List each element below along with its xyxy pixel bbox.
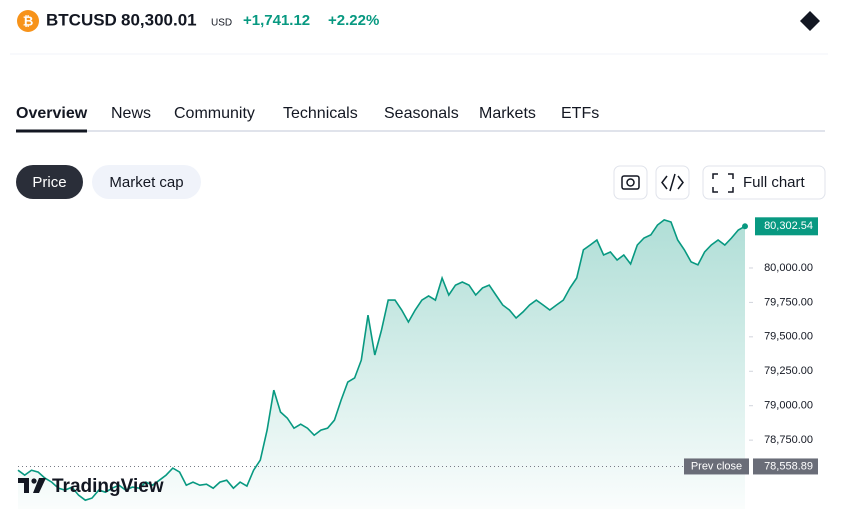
coin-icon [17, 10, 39, 32]
tab[interactable]: Community [174, 105, 255, 122]
logo-text: TradingView [52, 476, 164, 497]
tab[interactable]: Seasonals [384, 105, 459, 122]
prev-close-name: Prev close [691, 460, 742, 472]
prev-close-tag [684, 458, 749, 475]
y-tick-label: 78,750.00 [764, 434, 813, 446]
tabs: Overview News Community Technicals Seasonals… [16, 105, 599, 122]
logo-mark [18, 478, 29, 493]
code-icon [661, 173, 684, 192]
y-tick-label: 79,000.00 [764, 400, 813, 412]
price: 80,300.01 [121, 10, 197, 29]
price-button-label[interactable]: Price [32, 174, 66, 191]
currency: USD [211, 18, 232, 29]
tab[interactable]: Overview [16, 105, 88, 122]
y-tick-label: 79,250.00 [764, 365, 813, 377]
y-tick-label: 79,750.00 [764, 296, 813, 308]
market-cap-button[interactable] [92, 165, 201, 199]
tab[interactable]: Technicals [283, 105, 358, 122]
change: +1,741.12 [243, 12, 310, 29]
fullscreen-icon [712, 173, 734, 193]
tab[interactable]: Markets [479, 105, 536, 122]
camera-lens [626, 178, 635, 187]
prev-close-value-tag [753, 458, 818, 475]
logo-dot [31, 478, 37, 484]
symbol: BTCUSD [46, 10, 117, 29]
market-cap-button-label[interactable]: Market cap [109, 174, 183, 191]
last-price-label: 80,302.54 [764, 220, 813, 232]
tab[interactable]: News [111, 105, 151, 122]
logo-slash [33, 478, 46, 493]
y-tick-label: 79,500.00 [764, 331, 813, 343]
price-line [17, 219, 746, 502]
logo: TradingView [18, 476, 164, 497]
y-tick-label: 80,000.00 [764, 262, 813, 274]
prev-close-value: 78,558.89 [764, 460, 813, 472]
chart: 78,750.00 79,000.00 79,250.00 79,500.00 79,7… [17, 217, 818, 509]
price-button[interactable] [16, 165, 83, 199]
snapshot-button[interactable] [613, 165, 648, 200]
last-price-tag [755, 217, 818, 236]
area [18, 219, 745, 509]
full-chart-label[interactable]: Full chart [743, 174, 806, 191]
coin-glyph: ₿ [23, 13, 34, 28]
change-percent: +2.22% [328, 12, 379, 29]
app-icon[interactable] [800, 11, 820, 31]
last-price-dot [742, 223, 748, 230]
tab[interactable]: ETFs [561, 105, 599, 122]
camera-icon [621, 175, 640, 190]
